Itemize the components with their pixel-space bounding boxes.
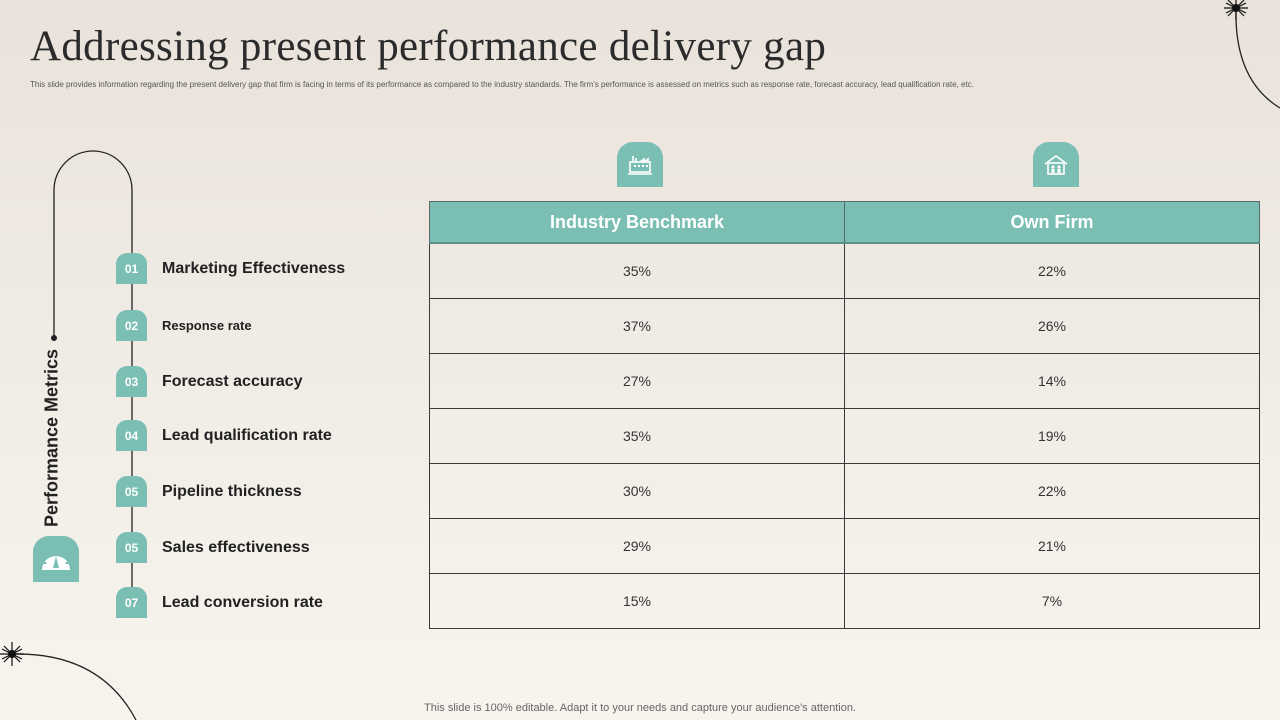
industry-value: 15%: [429, 573, 845, 629]
metric-label: Lead conversion rate: [162, 593, 323, 611]
metric-label: Response rate: [162, 318, 252, 333]
metric-number: 07: [116, 587, 147, 618]
metric-label: Pipeline thickness: [162, 482, 302, 500]
table-row: 27% 14%: [429, 353, 1260, 409]
industry-value: 35%: [429, 408, 845, 464]
metric-label: Marketing Effectiveness: [162, 259, 346, 277]
table-row: 37% 26%: [429, 298, 1260, 354]
industry-value: 27%: [429, 353, 845, 409]
firm-value: 19%: [844, 408, 1260, 464]
table-row: 35% 19%: [429, 408, 1260, 464]
industry-value: 30%: [429, 463, 845, 519]
metric-item: 05 Pipeline thickness: [116, 476, 302, 507]
industry-value: 29%: [429, 518, 845, 574]
metric-number: 05: [116, 476, 147, 507]
gauge-icon: [33, 536, 79, 582]
metric-label: Sales effectiveness: [162, 538, 310, 556]
table-row: 30% 22%: [429, 463, 1260, 519]
metric-item: 05 Sales effectiveness: [116, 532, 310, 563]
metric-number: 05: [116, 532, 147, 563]
metric-label: Forecast accuracy: [162, 372, 303, 390]
own-firm-header: Own Firm: [844, 201, 1260, 244]
table-row: 29% 21%: [429, 518, 1260, 574]
metric-number: 04: [116, 420, 147, 451]
house-icon: [1033, 142, 1079, 187]
firm-value: 7%: [844, 573, 1260, 629]
page-title: Addressing present performance delivery …: [30, 23, 827, 70]
table-header-row: Industry Benchmark Own Firm: [429, 201, 1260, 244]
metric-item: 07 Lead conversion rate: [116, 587, 323, 618]
page-subtitle: This slide provides information regardin…: [30, 80, 974, 89]
metric-item: 02 Response rate: [116, 310, 252, 341]
footer-note: This slide is 100% editable. Adapt it to…: [424, 702, 856, 714]
factory-icon: [617, 142, 663, 187]
table-row: 15% 7%: [429, 573, 1260, 629]
metric-number: 01: [116, 253, 147, 284]
firm-value: 22%: [844, 463, 1260, 519]
metric-number: 03: [116, 366, 147, 397]
metric-number: 02: [116, 310, 147, 341]
industry-value: 37%: [429, 298, 845, 354]
industry-value: 35%: [429, 242, 845, 299]
metric-item: 04 Lead qualification rate: [116, 420, 332, 451]
performance-metrics-label: Performance Metrics: [41, 348, 62, 528]
table-row: 35% 22%: [429, 242, 1260, 299]
industry-benchmark-header: Industry Benchmark: [429, 201, 845, 244]
metric-item: 01 Marketing Effectiveness: [116, 253, 345, 284]
firm-value: 26%: [844, 298, 1260, 354]
firm-value: 21%: [844, 518, 1260, 574]
firm-value: 14%: [844, 353, 1260, 409]
benchmark-table: Industry Benchmark Own Firm 35% 22% 37% …: [429, 201, 1260, 629]
metric-item: 03 Forecast accuracy: [116, 366, 303, 397]
firm-value: 22%: [844, 242, 1260, 299]
metric-label: Lead qualification rate: [162, 426, 332, 444]
